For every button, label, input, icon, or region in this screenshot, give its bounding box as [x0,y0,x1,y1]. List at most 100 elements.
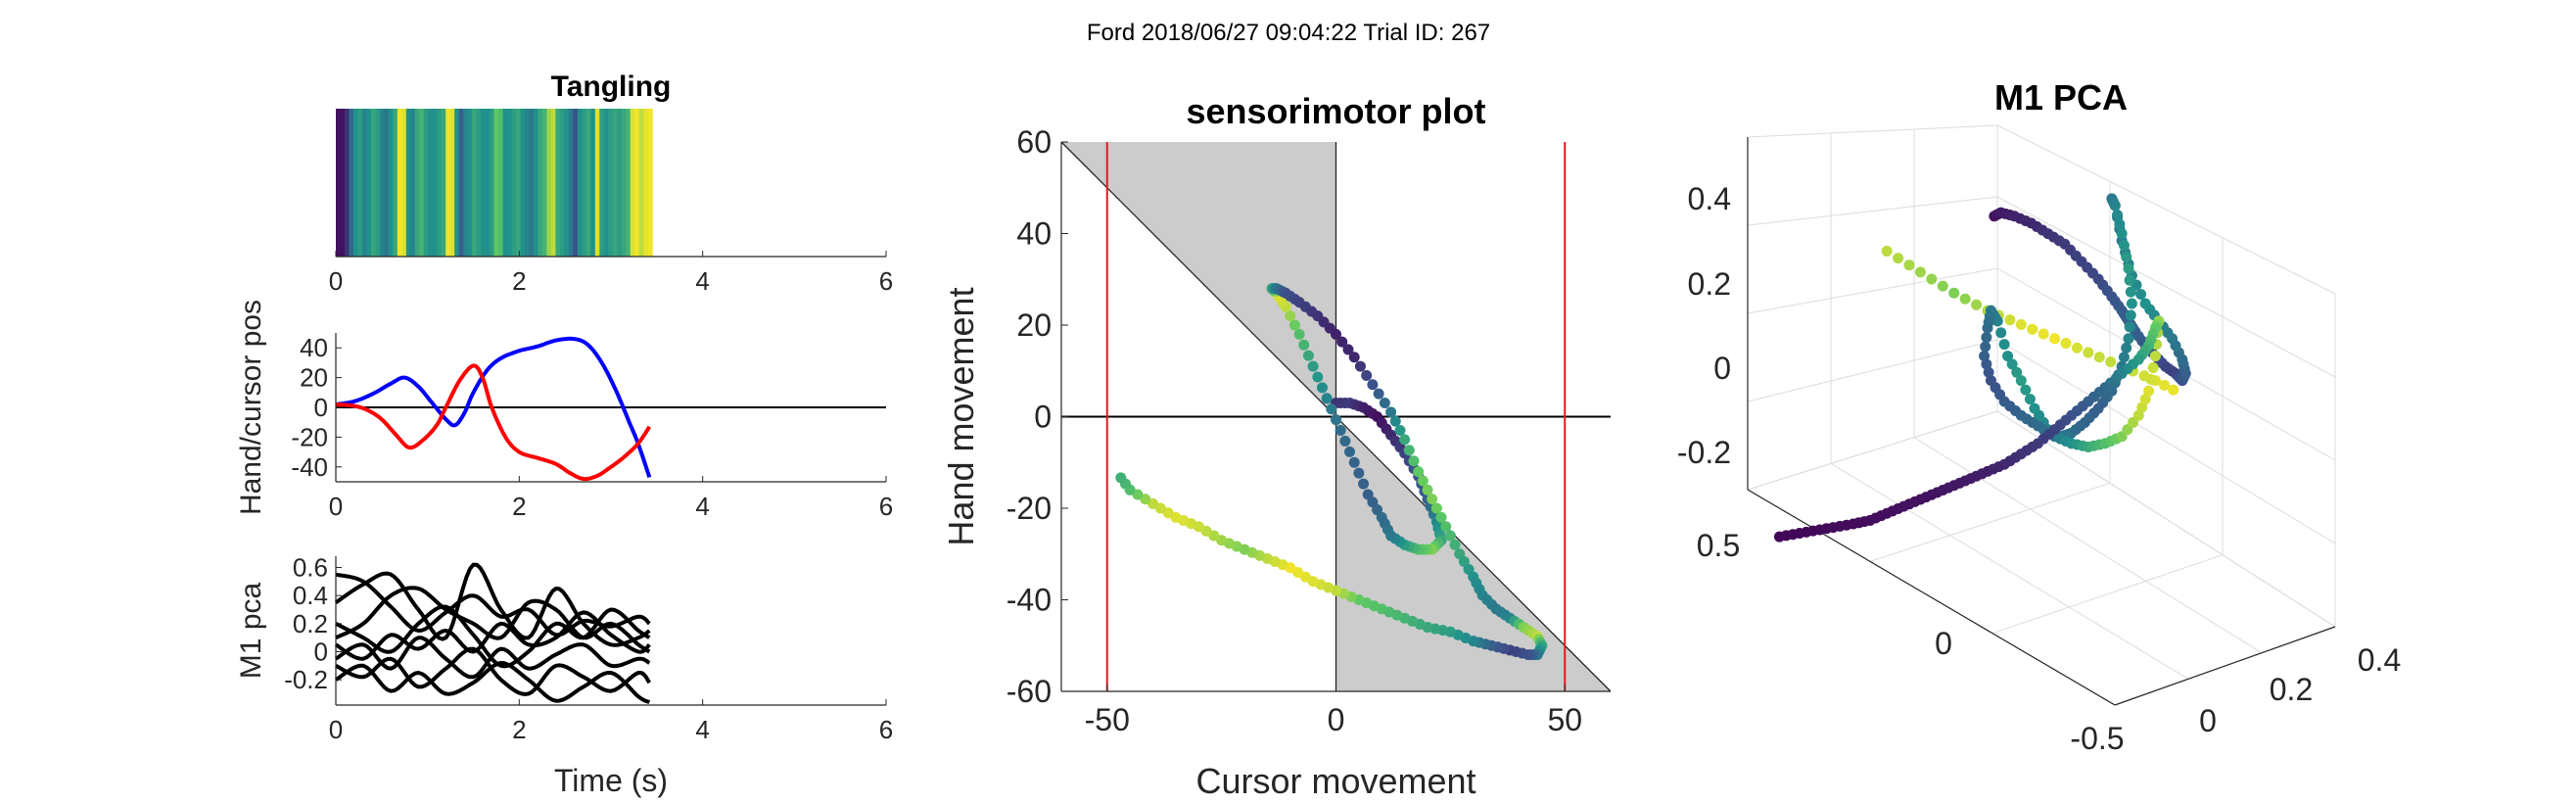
tangling-cell [441,109,446,257]
sensorimotor-x-tick-label: -50 [1085,702,1130,737]
tangling-cell [573,109,579,257]
hand-cursor-x-tick-label: 6 [879,492,893,521]
tangling-cell [559,109,565,257]
sensorimotor-y-tick-label: -20 [1007,491,1052,526]
pca3d-point [1948,287,1960,299]
pca3d-point [2136,402,2148,413]
tangling-cell [634,109,640,257]
m1-pca-x-tick-label: 6 [879,715,893,744]
pca3d-point [2168,384,2179,396]
sensorimotor-point [1440,521,1452,533]
m1-pca-x-label: Time (s) [554,763,668,798]
tangling-cell [375,109,381,257]
pca3d-point [1937,280,1948,292]
m1-pca-y-tick-label: 0.4 [293,581,328,610]
tangling-cell [401,109,407,257]
pca3d-point [2109,200,2121,212]
m1-pca-series-pc6 [335,646,651,696]
sensorimotor-title: sensorimotor plot [1186,91,1485,131]
pca3d-point [2049,333,2061,345]
tangling-cell [388,109,394,257]
tangling-cell [550,109,557,257]
pca3d-y-tick-label: 0.4 [2358,642,2401,678]
tangling-cell [577,109,583,257]
tangling-cell [524,109,531,257]
sensorimotor-panel: -50 0 50 60 40 20 0 -20 -40 -60 sensorimotor plot C… [941,91,1612,801]
pca3d-grid-line [1747,410,1998,491]
m1-pca-x-tick-label: 0 [329,715,343,744]
pca3d-point [1982,322,1993,334]
tangling-cell [349,109,354,257]
pca3d-grid-line [1996,124,2336,295]
pca3d-point [2124,274,2135,286]
sensorimotor-point [1430,502,1442,514]
tangling-cell [352,109,359,257]
m1-pca-3d-panel: M1 PCA 0.4 0.2 0 -0.2 0.5 0 0 0.2 0.4 -0.5 [1677,77,2401,756]
sensorimotor-point [1326,403,1337,415]
hand-cursor-x-tick-label: 4 [695,492,709,521]
tangling-cell [603,109,609,257]
tangling-panel: Tangling 0 2 4 6 [329,71,893,296]
tangling-cell [472,109,478,257]
pca3d-point [2006,358,2018,370]
tangling-title: Tangling [551,71,672,103]
hand-cursor-series-cursor [335,363,652,482]
pca3d-point [1981,358,1992,370]
pca3d-z-tick-label: 0.4 [1688,181,1731,216]
tangling-cell [437,109,443,257]
tangling-cell [585,109,591,257]
tangling-cell [608,109,614,257]
pca3d-grid-line [1747,267,1998,314]
tangling-cell [432,109,438,257]
pca3d-point [1773,531,1785,543]
sensorimotor-point [1342,344,1354,355]
pca3d-z-tick-label: -0.2 [1677,435,1731,470]
pca3d-x-tick-label: 0.5 [1697,528,1740,563]
pca3d-y-tick-label: 0 [2199,703,2217,738]
tangling-cell [594,109,600,257]
tangling-cell [647,109,653,257]
sensorimotor-point [1316,382,1328,394]
sensorimotor-point [1348,352,1360,363]
tangling-cell [490,109,495,257]
tangling-cell [516,109,522,257]
pca3d-point [1981,332,1992,344]
sensorimotor-x-tick-label: 0 [1328,702,1345,737]
m1-pca-series-pc1 [335,572,651,638]
pca3d-point [2011,366,2023,378]
m1-pca-series-pc8 [335,604,651,669]
sensorimotor-point [1307,360,1319,372]
tangling-cell [428,109,434,257]
sensorimotor-point [1353,467,1365,479]
sensorimotor-point [1379,397,1390,408]
pca3d-point [2112,210,2124,221]
pca3d-point [1971,299,1983,310]
sensorimotor-point [1348,456,1360,468]
tangling-cell [454,109,460,257]
tangling-cell [423,109,429,257]
tangling-cell [344,109,351,257]
sensorimotor-point [1358,478,1370,490]
pca3d-point [1998,339,2010,351]
sensorimotor-point [1298,339,1310,351]
tangling-cell [564,109,570,257]
pca3d-grid-line [1747,339,1998,402]
tangling-cell [361,109,368,257]
pca3d-point [1959,293,1971,305]
sensorimotor-point [1285,310,1296,322]
sensorimotor-x-tick-label: 50 [1547,702,1582,737]
sensorimotor-point [1354,360,1366,372]
pca3d-grid-line [1869,482,2111,562]
tangling-cell [643,109,649,257]
tangling-cell [393,109,398,257]
pca3d-point [2020,384,2032,396]
pca3d-point [2093,352,2105,363]
m1-pca-x-tick-label: 2 [512,715,526,744]
pca3d-point [2123,333,2134,345]
pca3d-point [1983,366,1994,378]
pca3d-point [2121,251,2132,262]
pca3d-point [2114,218,2126,230]
pca3d-x-axis [1747,489,2116,706]
sensorimotor-point [1362,489,1374,500]
hand-cursor-y-label: Hand/cursor pos [235,300,267,515]
